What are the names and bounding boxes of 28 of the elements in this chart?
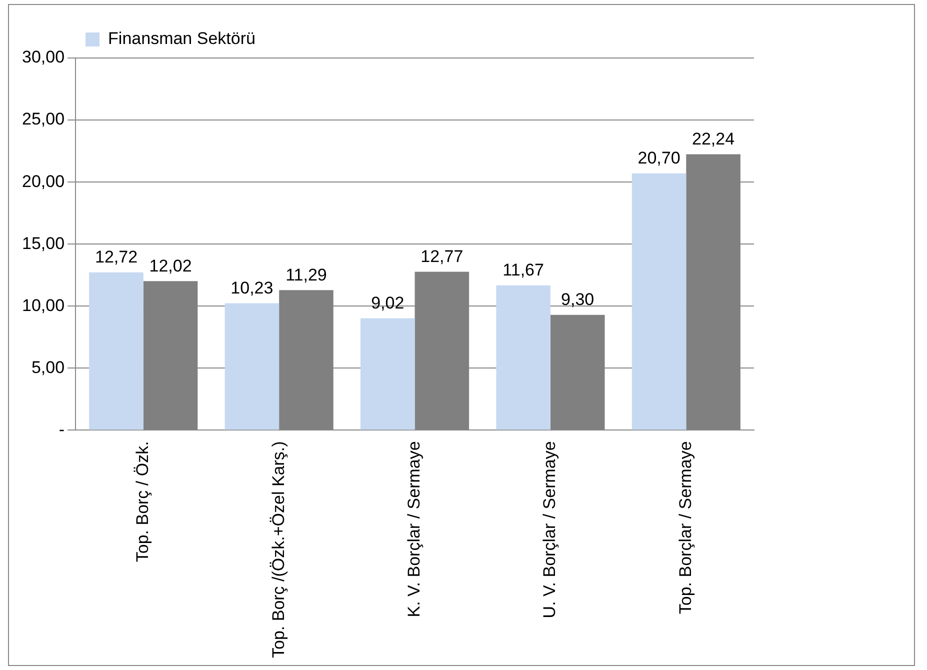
- data-label: 22,24: [692, 129, 735, 148]
- data-label: 10,23: [230, 278, 274, 298]
- x-tick-label: Top. Borç / Özk.: [133, 441, 152, 562]
- bar: [632, 173, 686, 430]
- bar: [224, 303, 280, 430]
- y-tick-label: 5,00: [31, 358, 65, 377]
- bar: [496, 285, 550, 430]
- data-label: 11,67: [502, 260, 544, 280]
- y-tick-label: 25,00: [22, 110, 65, 129]
- data-label: 9,02: [371, 293, 404, 312]
- data-label: 12,72: [94, 248, 138, 267]
- y-tick-label: 15,00: [22, 234, 65, 253]
- x-tick-label: Top. Borç /(Özk.+Özel Karş.): [268, 441, 288, 658]
- x-tick-label: U. V. Borçlar / Sermaye: [540, 441, 560, 618]
- data-label: 11,29: [286, 265, 327, 284]
- data-label: 20,70: [638, 148, 680, 168]
- data-label: 12,02: [149, 256, 192, 276]
- data-label: 12,77: [420, 246, 464, 266]
- y-tick-label: 10,00: [22, 296, 65, 315]
- bar: [360, 318, 415, 430]
- y-tick-label: 20,00: [22, 172, 65, 191]
- x-tick-label: Top. Borçlar / Sermaye: [676, 441, 695, 614]
- y-tick-label: 30,00: [22, 48, 65, 67]
- bar: [89, 272, 144, 430]
- legend-label: Finansman Sektörü: [108, 29, 256, 48]
- y-tick-label: -: [58, 420, 65, 439]
- data-label: 9,30: [561, 290, 594, 309]
- x-tick-label: K. V. Borçlar / Sermaye: [404, 441, 424, 618]
